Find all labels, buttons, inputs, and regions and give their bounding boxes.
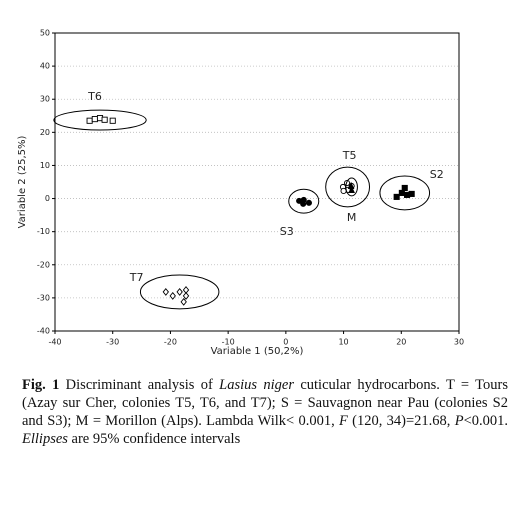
y-tick-label: 20 [40, 128, 50, 137]
y-tick-label: 40 [40, 62, 50, 71]
caption-italic: Ellipses [22, 431, 68, 447]
y-tick-label: -10 [37, 227, 50, 236]
y-tick-label: 0 [45, 194, 50, 203]
caption-text: Discriminant analysis of [59, 377, 220, 393]
chart: Variable 1 (50,2%) Variable 2 (25,5%) -4… [17, 29, 464, 358]
x-tick-label: -10 [222, 338, 235, 347]
group-label: M [347, 211, 357, 224]
caption-text: cuticular hydrocarbons. T = Tours (Azay … [22, 377, 508, 429]
y-tick-label: 10 [40, 161, 50, 170]
group-label: S3 [280, 225, 294, 238]
caption-text: (120, 34)=21.68, [347, 413, 455, 429]
y-axis-label: Variable 2 (25,5%) [17, 136, 28, 229]
point [305, 199, 312, 206]
point [401, 184, 408, 192]
x-axis-label: Variable 1 (50,2%) [211, 346, 304, 357]
y-tick-label: 30 [40, 95, 50, 104]
point [182, 291, 190, 300]
group-label: T7 [129, 271, 144, 284]
x-tick-label: 30 [454, 338, 464, 347]
y-tick-label: 50 [40, 29, 50, 38]
plot-frame [54, 32, 460, 332]
point [398, 189, 405, 196]
point [101, 116, 108, 123]
group-label: T5 [342, 149, 357, 162]
x-tick-label: 0 [283, 338, 288, 347]
y-tick-label: -30 [37, 293, 50, 302]
point [348, 185, 355, 193]
point [169, 291, 176, 300]
point [393, 193, 400, 200]
confidence-ellipse [345, 177, 358, 197]
point [300, 200, 307, 207]
group-label: S2 [430, 168, 444, 181]
caption-label: Fig. 1 [22, 377, 60, 393]
caption-text: are 95% confidence intervals [67, 431, 241, 447]
confidence-ellipse [139, 274, 220, 310]
caption-italic: Lasius niger [219, 377, 294, 393]
group-label: T6 [87, 90, 102, 103]
y-tick-label: -40 [37, 327, 50, 336]
caption: Fig. 1 Discriminant analysis of Lasius n… [22, 376, 508, 448]
point [86, 117, 93, 124]
confidence-ellipse [288, 188, 320, 214]
x-tick-label: 10 [338, 338, 348, 347]
x-tick-label: -20 [164, 338, 177, 347]
point [408, 190, 415, 197]
point [180, 297, 187, 306]
point [162, 288, 169, 296]
y-tick-label: -20 [37, 260, 50, 269]
caption-text: <0.001. [463, 413, 508, 429]
point [176, 288, 183, 296]
point [91, 116, 98, 123]
point [340, 187, 347, 194]
caption-italic: F [339, 413, 348, 429]
confidence-ellipse [53, 109, 147, 131]
x-tick-label: 20 [396, 338, 406, 347]
x-tick-label: -40 [48, 338, 61, 347]
caption-italic: P [454, 413, 464, 429]
point [109, 117, 116, 124]
confidence-ellipse [379, 175, 431, 211]
confidence-ellipse [325, 166, 371, 208]
x-tick-label: -30 [106, 338, 119, 347]
